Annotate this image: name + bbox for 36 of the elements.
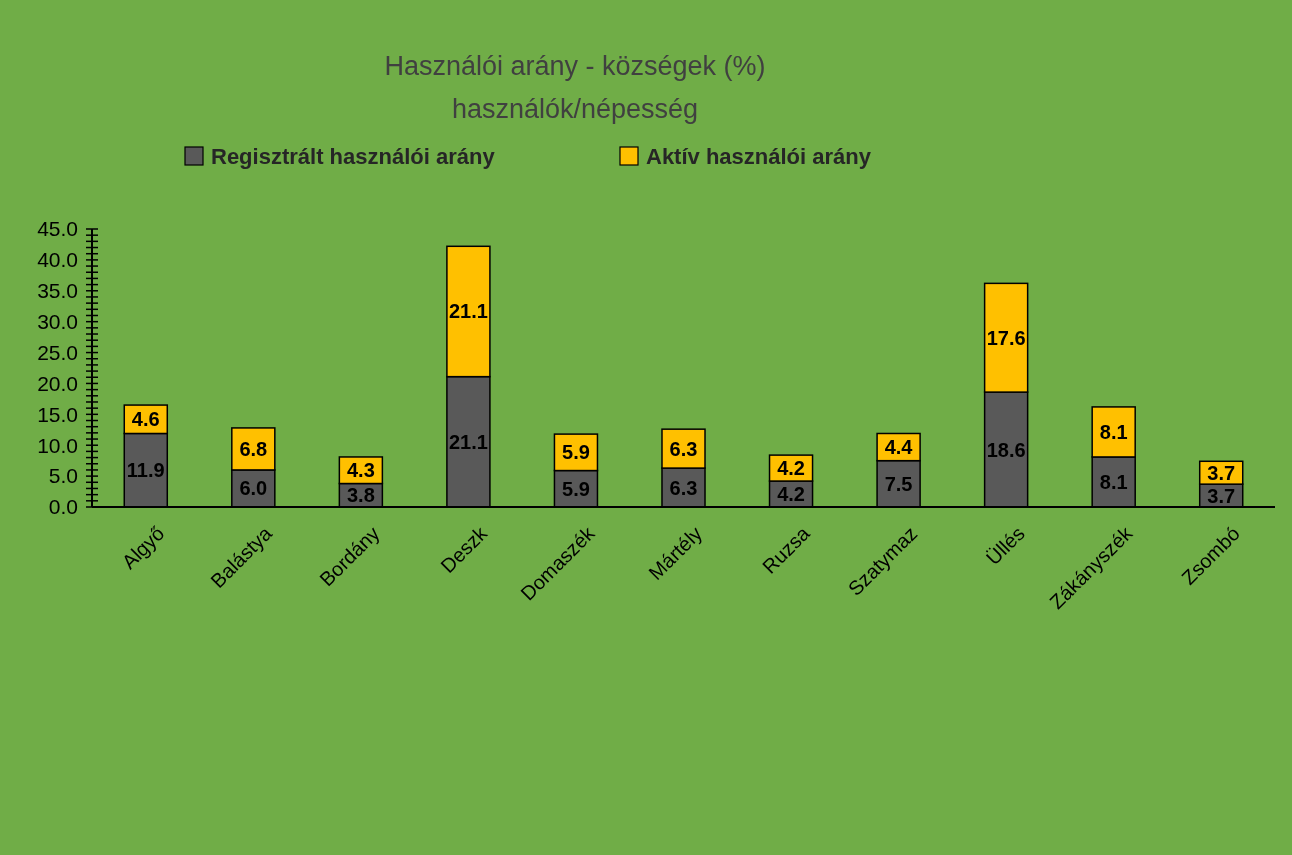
- legend-label: Aktív használói arány: [646, 143, 872, 169]
- y-tick-label: 30.0: [37, 310, 78, 334]
- data-label: 8.1: [1099, 470, 1128, 493]
- data-label: 3.8: [346, 484, 375, 507]
- data-label: 5.9: [562, 477, 590, 500]
- y-tick-label: 5.0: [48, 464, 78, 488]
- y-tick-label: 0.0: [48, 495, 78, 519]
- data-label: 11.9: [126, 459, 165, 482]
- y-tick-label: 35.0: [37, 279, 78, 303]
- data-label: 3.7: [1207, 461, 1236, 484]
- data-label: 6.8: [239, 437, 268, 460]
- data-label: 3.7: [1207, 484, 1236, 507]
- data-label: 17.6: [986, 326, 1026, 349]
- data-label: 4.2: [777, 483, 805, 506]
- data-label: 4.2: [777, 457, 805, 480]
- y-tick-label: 10.0: [37, 433, 78, 457]
- y-tick-label: 40.0: [37, 248, 78, 272]
- data-label: 21.1: [448, 430, 488, 453]
- data-label: 7.5: [884, 472, 913, 495]
- data-label: 4.3: [346, 459, 375, 482]
- data-label: 5.9: [562, 441, 590, 464]
- y-tick-label: 45.0: [37, 217, 78, 241]
- y-tick-label: 25.0: [37, 340, 78, 364]
- data-label: 8.1: [1099, 420, 1128, 443]
- y-tick-label: 20.0: [37, 371, 78, 395]
- data-label: 21.1: [448, 300, 488, 323]
- chart-subtitle: használók/népesség: [451, 94, 699, 124]
- legend-label: Regisztrált használói arány: [211, 143, 496, 169]
- data-label: 6.3: [669, 437, 698, 460]
- data-label: 18.6: [986, 438, 1026, 461]
- data-label: 4.4: [884, 436, 914, 459]
- data-label: 6.3: [669, 476, 698, 499]
- data-label: 6.0: [239, 477, 268, 500]
- chart-title: Használói arány - községek (%): [384, 51, 766, 81]
- y-tick-label: 15.0: [37, 402, 78, 426]
- data-label: 4.6: [131, 408, 160, 431]
